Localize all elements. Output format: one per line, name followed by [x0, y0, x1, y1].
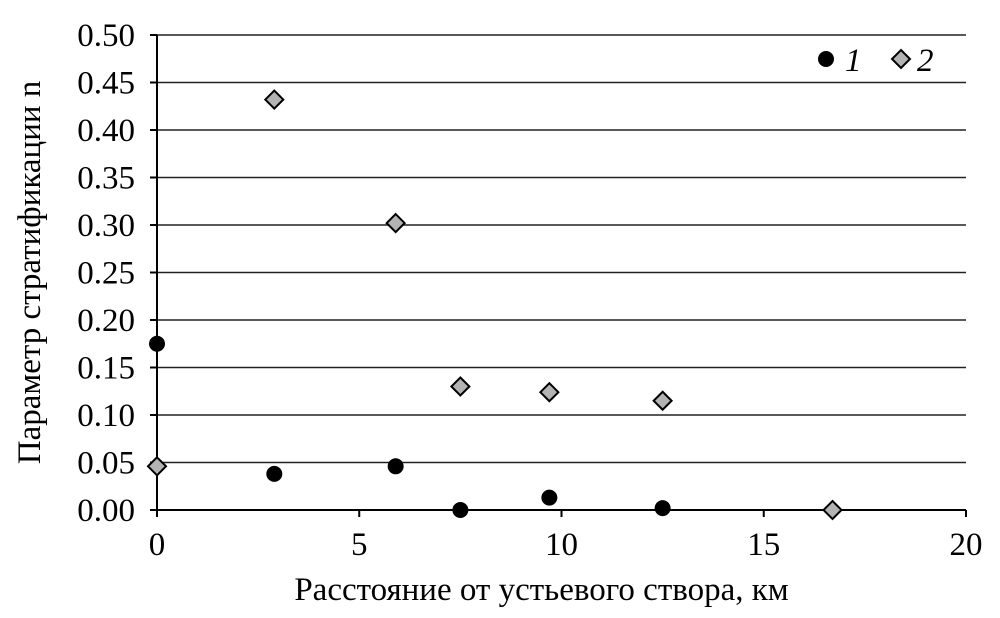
x-axis-title: Расстояние от устьевого створа, км: [294, 572, 788, 608]
y-tick-label: 0.00: [77, 493, 135, 529]
legend-marker-series-2: [890, 48, 912, 70]
y-tick-label: 0.10: [77, 398, 135, 434]
grid-lines: [157, 34, 966, 464]
data-points: [146, 89, 843, 521]
x-tick-label: 15: [747, 527, 780, 563]
series-1-point: [541, 489, 558, 506]
tick-labels: 0.00 0.05 0.10 0.15 0.20 0.25 0.30 0.35 0.40 0.45…: [77, 18, 982, 563]
series-2-point: [385, 212, 407, 234]
legend-marker-series-1: [818, 51, 834, 67]
series-2-point: [263, 89, 285, 111]
series-2-point: [449, 376, 471, 397]
y-tick-label: 0.25: [77, 256, 135, 292]
legend-label-series-2: 2: [917, 43, 934, 79]
series-2-point: [652, 390, 674, 412]
y-tick-label: 0.35: [77, 161, 135, 197]
x-tick-label: 5: [351, 527, 368, 563]
series-2-point: [538, 381, 560, 403]
y-tick-label: 0.40: [77, 113, 135, 149]
series-1-point: [654, 500, 671, 517]
y-tick-label: 0.20: [77, 303, 135, 339]
y-tick-label: 0.15: [77, 351, 135, 387]
series-2-point: [146, 455, 168, 477]
x-tick-label: 0: [149, 527, 166, 563]
series-1-point: [266, 465, 283, 482]
y-tick-label: 0.45: [77, 66, 135, 102]
series-2-point: [822, 499, 843, 521]
y-tick-label: 0.05: [77, 446, 135, 482]
y-axis-title: Параметр стратификации n: [12, 81, 48, 465]
series-1-point: [452, 502, 469, 518]
series-1-point: [149, 335, 165, 352]
y-tick-label: 0.30: [77, 208, 135, 244]
series-1-point: [387, 458, 404, 475]
legend-label-series-1: 1: [845, 43, 862, 79]
y-tick-label: 0.50: [77, 18, 135, 54]
x-tick-label: 10: [545, 527, 578, 563]
x-tick-label: 20: [950, 527, 983, 563]
